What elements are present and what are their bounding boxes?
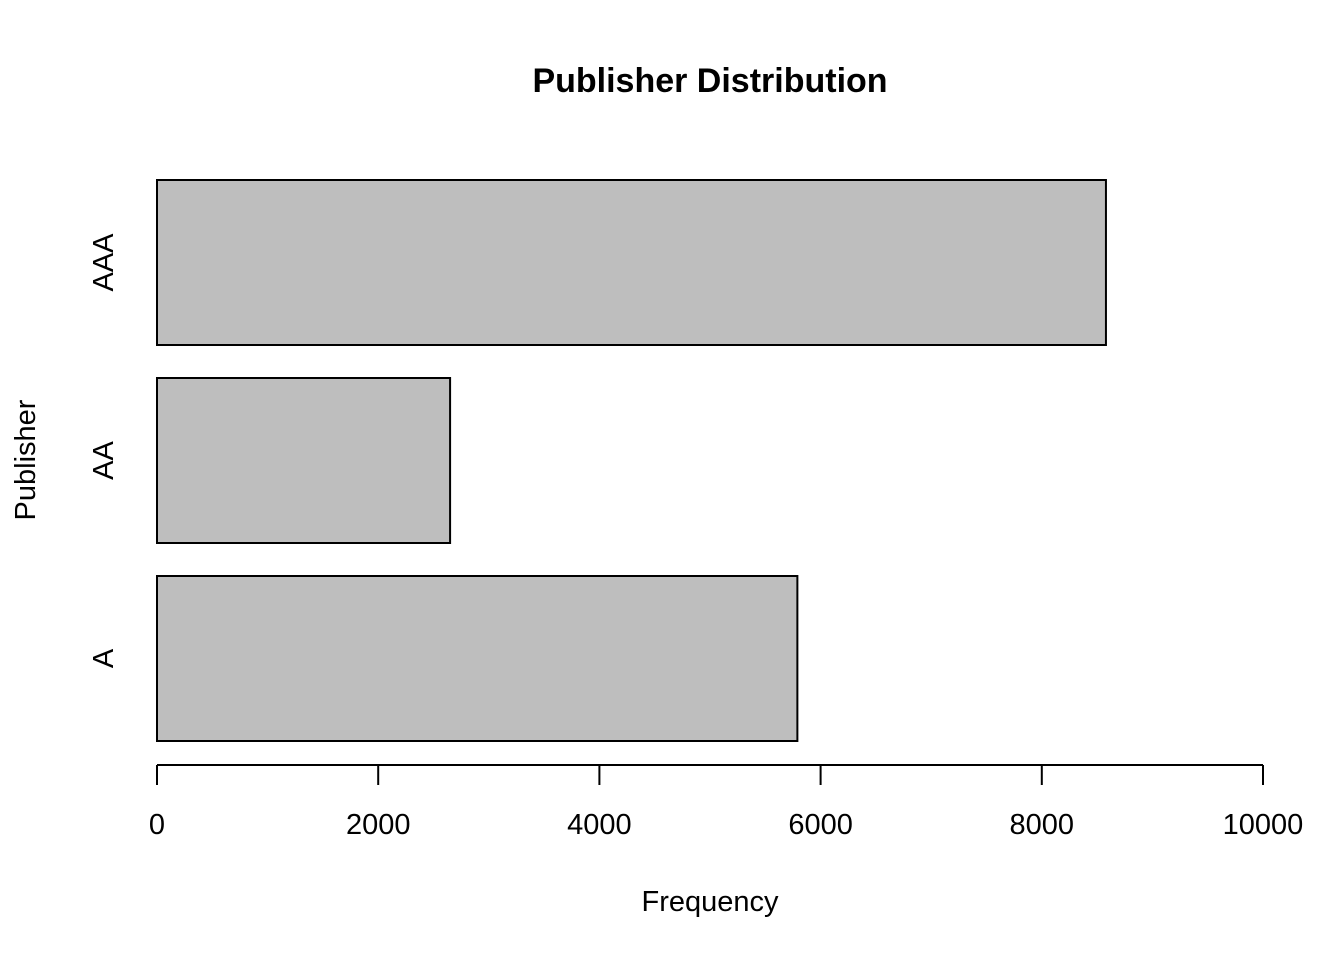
bars-group xyxy=(156,179,1107,742)
x-tick-label-0: 0 xyxy=(149,809,165,841)
y-tick-label-aaa: AAA xyxy=(88,233,120,292)
bar-aaa xyxy=(156,179,1107,346)
bar-a xyxy=(156,575,799,742)
x-tick-label-4000: 4000 xyxy=(567,809,632,841)
y-tick-label-aa: AA xyxy=(88,441,120,480)
x-tick-label-10000: 10000 xyxy=(1223,809,1304,841)
x-tick-label-2000: 2000 xyxy=(346,809,411,841)
y-tick-label-a: A xyxy=(88,648,120,668)
x-tick-label-8000: 8000 xyxy=(1010,809,1075,841)
x-axis: 0 2000 4000 6000 8000 10000 xyxy=(149,764,1304,841)
x-axis-label: Frequency xyxy=(641,886,779,918)
y-axis-label: Publisher xyxy=(10,399,42,520)
chart-title: Publisher Distribution xyxy=(532,62,887,100)
bar-aa xyxy=(156,377,452,544)
x-tick-label-6000: 6000 xyxy=(788,809,853,841)
